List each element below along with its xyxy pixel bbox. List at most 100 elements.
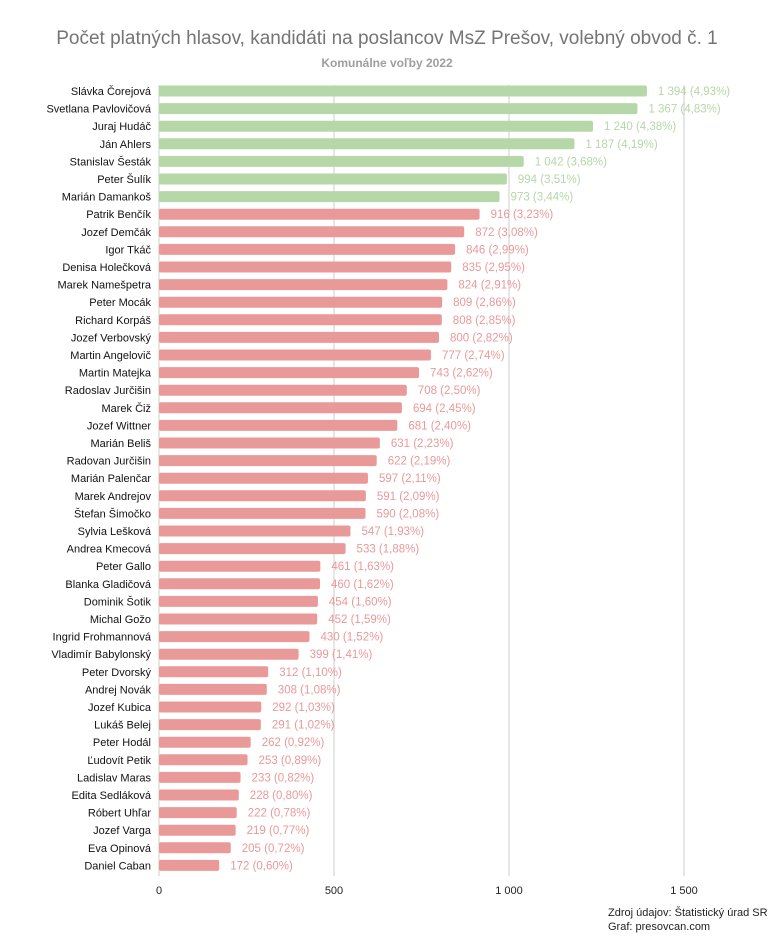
bars [159,85,647,871]
data-label: 694 (2,45%) [413,403,476,415]
source-line-graph: Graf: presovcan.com [608,921,711,933]
bar [159,472,368,484]
bar [159,261,452,273]
category-label: Marek Andrejov [75,491,152,503]
bar [159,173,507,185]
category-label: Svetlana Pavlovičová [46,104,151,116]
category-label: Róbert Uhľar [88,808,151,820]
bar [159,560,321,572]
category-label: Denisa Holečková [62,262,152,274]
x-tick-label: 1 500 [670,885,698,897]
category-label: Vladimír Babylonský [51,649,151,661]
bar [159,595,318,607]
bar [159,85,647,97]
bar [159,349,431,361]
x-tick-label: 1 000 [495,885,523,897]
data-label: 452 (1,59%) [328,614,391,626]
bar [159,314,442,326]
category-label: Štefan Šimočko [74,507,151,520]
category-label: Peter Mocák [89,297,151,309]
bar [159,208,480,220]
category-label: Jozef Varga [93,825,152,837]
category-label: Dominik Šotik [84,595,152,608]
data-label: 219 (0,77%) [247,825,310,837]
bar [159,824,236,836]
bar [159,155,524,167]
bar [159,279,448,291]
data-label: 1 394 (4,93%) [658,86,730,98]
bar [159,543,346,555]
bar [159,296,443,308]
bar [159,859,220,871]
category-label: Andrej Novák [85,684,152,696]
category-label: Peter Šulík [97,173,151,186]
data-label: 622 (2,19%) [388,456,451,468]
bar [159,226,465,238]
category-label: Andrea Kmecová [67,544,152,556]
data-label: 591 (2,09%) [377,491,440,503]
data-label: 809 (2,86%) [453,297,516,309]
category-label: Jozef Demčák [81,227,151,239]
category-label: Ingrid Frohmannová [53,632,152,644]
bar [159,243,456,255]
data-label: 291 (1,02%) [272,720,335,732]
chart-title: Počet platných hlasov, kandidáti na posl… [56,28,718,49]
bar [159,754,248,766]
bar [159,419,398,431]
data-label: 681 (2,40%) [408,420,471,432]
data-label: 973 (3,44%) [511,192,574,204]
data-label: 1 367 (4,83%) [648,104,720,116]
bar [159,384,407,396]
data-label: 1 042 (3,68%) [535,156,607,168]
category-label: Igor Tkáč [105,244,151,256]
bar [159,367,420,379]
bar [159,683,267,695]
category-label: Jozef Kubica [88,702,152,714]
data-label: 308 (1,08%) [278,684,341,696]
category-label: Jozef Wittner [87,420,152,432]
data-label: 205 (0,72%) [242,843,305,855]
category-label: Marek Namešpetra [57,280,151,292]
category-label: Martin Matejka [79,368,152,380]
bar [159,120,593,132]
bar [159,789,239,801]
category-label: Michal Gožo [90,614,151,626]
category-label: Edita Sedláková [72,790,152,802]
bar [159,525,351,537]
bar [159,507,366,519]
bar [159,138,575,150]
data-label: 454 (1,60%) [329,596,392,608]
data-label: 994 (3,51%) [518,174,581,186]
bar [159,402,402,414]
data-label: 708 (2,50%) [418,385,481,397]
data-label: 262 (0,92%) [262,737,325,749]
category-label: Marián Damankoš [62,192,152,204]
bar [159,103,638,115]
data-label: 399 (1,41%) [310,649,373,661]
source-note: Zdroj údajov: Štatistický úrad SR Graf: … [608,906,768,934]
data-label: 253 (0,89%) [259,755,322,767]
category-label: Peter Hodál [93,737,151,749]
category-label: Slávka Čorejová [71,85,152,98]
bar [159,437,380,449]
category-label: Daniel Caban [84,860,151,872]
data-label: 292 (1,03%) [272,702,335,714]
data-label: 597 (2,11%) [379,473,441,485]
data-label: 743 (2,62%) [430,368,493,380]
data-label: 533 (1,88%) [357,544,420,556]
bar [159,191,500,203]
data-label: 228 (0,80%) [250,790,313,802]
bar [159,331,439,343]
data-label: 777 (2,74%) [442,350,505,362]
category-label: Eva Opinová [88,843,152,855]
category-label: Radoslav Jurčišin [65,385,151,397]
bar [159,701,262,713]
category-label: Marián Beliš [90,438,151,450]
source-line-data: Zdroj údajov: Štatistický úrad SR [608,907,768,919]
data-label: 1 240 (4,38%) [604,121,676,133]
x-axis-ticks: 0 500 1 000 1 500 [156,885,698,897]
category-label: Peter Dvorský [82,667,152,679]
data-label: 631 (2,23%) [391,438,454,450]
category-label: Jozef Verbovský [71,332,152,344]
bar [159,455,377,467]
